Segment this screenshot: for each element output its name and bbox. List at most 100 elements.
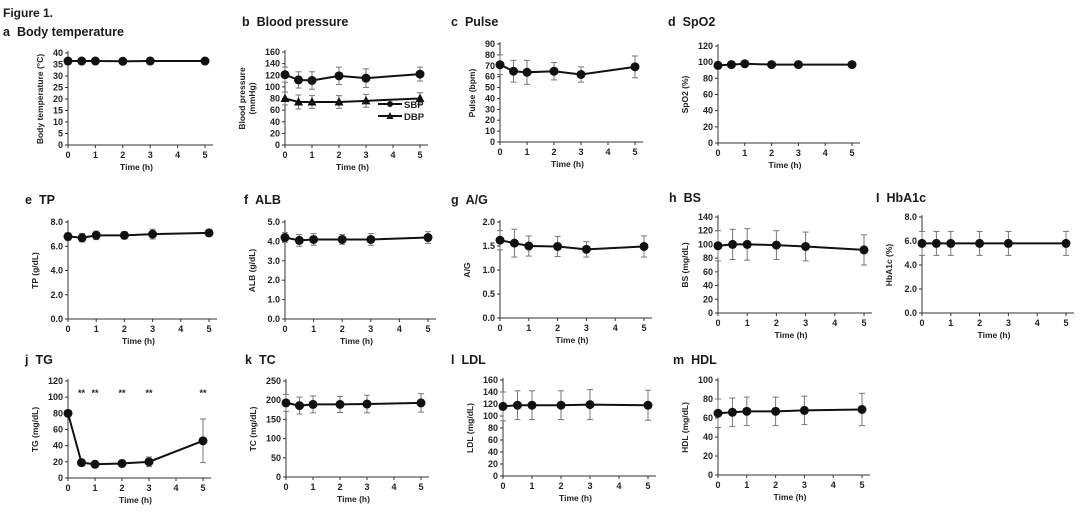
series-line-hdl: [717, 408, 863, 415]
data-point: [767, 60, 777, 70]
x-tick-label: 3: [578, 147, 583, 157]
x-axis-label: Time (h): [122, 336, 155, 346]
x-tick-label: 0: [283, 482, 288, 492]
data-point: [771, 406, 781, 416]
panel-e: e TP 0.0 2.0 4.0 6.0 8.0 0 1 2 3 4 5 Time (h) TP (g/dL…: [25, 193, 217, 346]
y-tick-label: 120: [698, 226, 713, 236]
data-point: [416, 398, 426, 408]
x-tick-label: 5: [861, 318, 866, 328]
significance-marker: **: [199, 388, 207, 398]
y-tick-label: 100: [698, 375, 713, 385]
x-tick-label: 4: [175, 150, 180, 160]
y-tick-label: 0: [275, 140, 280, 150]
panel-title: j TG: [24, 353, 53, 367]
panel-letter: b: [242, 15, 250, 29]
y-tick-label: 0.0: [904, 308, 917, 318]
panel-letter: a: [3, 25, 11, 39]
y-tick-label: 0: [58, 473, 63, 483]
data-point: [145, 56, 155, 66]
data-point: [643, 400, 653, 410]
panel-title-text: HbA1c: [886, 191, 926, 205]
y-tick-label: 35: [53, 60, 63, 70]
data-point: [423, 233, 433, 243]
panel-l: l LDL 0 20 40 60 80 100 120 140 160 0 1 2 3 4 5 Time (h) L…: [451, 353, 656, 503]
data-point: [498, 401, 508, 411]
x-tick-label: 1: [311, 324, 316, 334]
y-tick-label: 20: [270, 128, 280, 138]
y-tick-label: 0.0: [482, 313, 495, 323]
y-axis-label: Body temperature (°C): [35, 54, 45, 144]
y-tick-label: 140: [265, 59, 280, 69]
x-tick-label: 3: [584, 323, 589, 333]
x-tick-label: 1: [744, 480, 749, 490]
y-tick-label: 100: [483, 411, 498, 421]
x-tick-label: 3: [146, 483, 151, 493]
series-line-spo2: [717, 62, 852, 67]
y-tick-label: 40: [270, 117, 280, 127]
y-tick-label: 100: [698, 239, 713, 249]
panel-title: e TP: [25, 193, 55, 207]
y-axis-label: TP (g/dL): [30, 252, 40, 289]
y-tick-label: 60: [703, 90, 713, 100]
panel-f: f ALB 0.0 1.0 2.0 3.0 4.0 5.0 0 1 2 3 4 5 Time (h) ALB …: [244, 193, 436, 346]
x-tick-label: 0: [715, 148, 720, 158]
data-point: [361, 73, 371, 83]
panel-title: I HbA1c: [876, 191, 926, 205]
data-point: [556, 400, 566, 410]
panel-letter: c: [451, 15, 458, 29]
y-tick-label: 30: [53, 71, 63, 81]
x-tick-label: 4: [397, 324, 402, 334]
y-tick-label: 60: [270, 105, 280, 115]
y-tick-label: 150: [266, 414, 281, 424]
series-line-tp: [67, 231, 210, 239]
y-tick-label: 20: [703, 122, 713, 132]
data-point: [200, 56, 210, 66]
x-tick-label: 2: [119, 483, 124, 493]
y-tick-label: 25: [53, 83, 63, 93]
x-tick-label: 1: [745, 318, 750, 328]
data-point: [366, 234, 376, 244]
x-axis-label: Time (h): [978, 330, 1011, 340]
x-tick-label: 1: [948, 318, 953, 328]
y-tick-label: 80: [703, 73, 713, 83]
data-point: [119, 230, 129, 240]
data-point: [337, 234, 347, 244]
data-point: [742, 406, 752, 416]
data-point: [585, 400, 595, 410]
x-tick-label: 2: [773, 480, 778, 490]
x-tick-label: 1: [526, 323, 531, 333]
x-tick-label: 5: [425, 324, 430, 334]
data-point: [713, 408, 723, 418]
y-tick-label: 20: [53, 94, 63, 104]
data-point: [513, 400, 522, 410]
data-point: [931, 238, 941, 248]
y-tick-label: 6.0: [904, 236, 917, 246]
panel-h: h BS 0 20 40 60 80 100 120 140 0 1 2 3 4 5 Time (h) BS (m…: [669, 191, 872, 340]
y-tick-label: 15: [53, 106, 63, 116]
panel-letter: f: [244, 193, 249, 207]
x-tick-label: 2: [551, 147, 556, 157]
x-tick-label: 4: [831, 480, 836, 490]
panel-title: h BS: [669, 191, 701, 205]
data-point: [946, 238, 956, 248]
x-tick-label: 3: [587, 481, 592, 491]
y-tick-label: 4.0: [267, 236, 280, 246]
data-point: [415, 93, 425, 102]
data-point: [144, 457, 154, 467]
y-tick-label: 5.0: [267, 217, 280, 227]
x-tick-label: 2: [558, 481, 563, 491]
x-tick-label: 3: [1006, 318, 1011, 328]
panel-letter: m: [673, 353, 684, 367]
y-tick-label: 50: [271, 453, 281, 463]
panel-j: j TG 0 20 40 60 80 100 120 0 1 2 3 4 5 Time (h) TG (mg/d…: [24, 353, 211, 505]
y-axis-label-line: Blood pressure: [237, 67, 247, 130]
y-tick-label: 60: [703, 267, 713, 277]
y-axis-label: HbA1c (%): [884, 244, 894, 287]
x-tick-label: 4: [832, 318, 837, 328]
y-tick-label: 0: [493, 471, 498, 481]
y-tick-label: 20: [703, 294, 713, 304]
x-tick-label: 2: [340, 324, 345, 334]
x-tick-label: 1: [742, 148, 747, 158]
x-tick-label: 5: [206, 324, 211, 334]
y-tick-label: 40: [53, 48, 63, 58]
